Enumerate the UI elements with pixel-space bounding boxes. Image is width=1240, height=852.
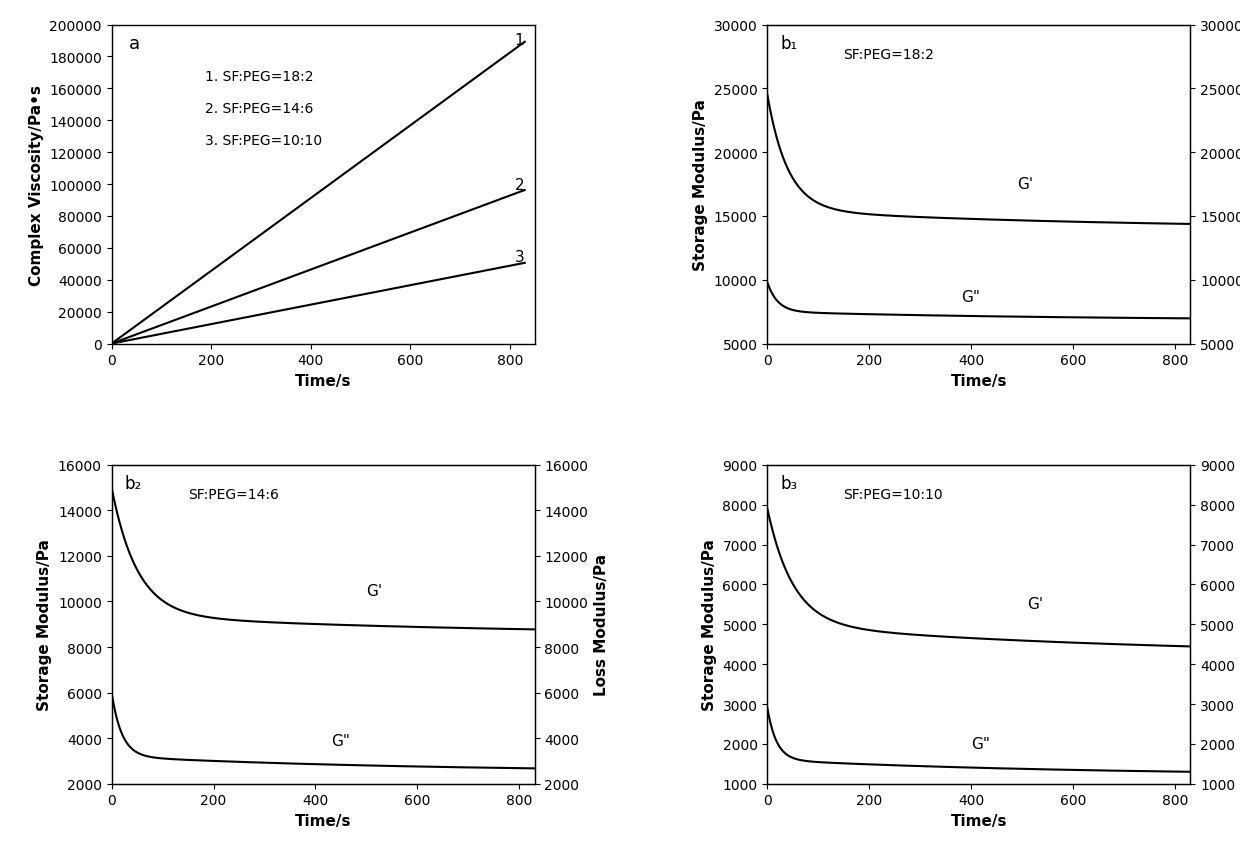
Text: 2. SF:PEG=14:6: 2. SF:PEG=14:6 bbox=[205, 102, 312, 116]
Text: G': G' bbox=[1017, 176, 1033, 192]
Text: 2: 2 bbox=[515, 178, 525, 193]
Text: b₂: b₂ bbox=[124, 475, 141, 492]
Y-axis label: Storage Modulus/Pa: Storage Modulus/Pa bbox=[37, 538, 52, 711]
Text: 1: 1 bbox=[515, 32, 525, 48]
Text: a: a bbox=[129, 35, 140, 53]
Text: G": G" bbox=[971, 736, 991, 751]
Text: G': G' bbox=[1027, 596, 1043, 612]
Text: SF:PEG=10:10: SF:PEG=10:10 bbox=[843, 487, 944, 502]
Text: G": G" bbox=[961, 291, 980, 305]
Text: b₁: b₁ bbox=[780, 35, 797, 53]
Text: G": G" bbox=[331, 734, 350, 748]
X-axis label: Time/s: Time/s bbox=[951, 813, 1007, 828]
Text: G': G' bbox=[367, 583, 383, 598]
Text: 1. SF:PEG=18:2: 1. SF:PEG=18:2 bbox=[205, 70, 314, 84]
X-axis label: Time/s: Time/s bbox=[295, 373, 351, 389]
X-axis label: Time/s: Time/s bbox=[951, 373, 1007, 389]
Text: 3: 3 bbox=[515, 250, 525, 265]
Text: SF:PEG=14:6: SF:PEG=14:6 bbox=[187, 487, 279, 502]
Y-axis label: Complex Viscosity/Pa•s: Complex Viscosity/Pa•s bbox=[29, 84, 43, 285]
Text: 3. SF:PEG=10:10: 3. SF:PEG=10:10 bbox=[205, 134, 322, 148]
X-axis label: Time/s: Time/s bbox=[295, 813, 351, 828]
Y-axis label: Loss Modulus/Pa: Loss Modulus/Pa bbox=[594, 554, 609, 695]
Y-axis label: Storage Modulus/Pa: Storage Modulus/Pa bbox=[693, 99, 708, 271]
Text: b₃: b₃ bbox=[780, 475, 797, 492]
Y-axis label: Storage Modulus/Pa: Storage Modulus/Pa bbox=[702, 538, 717, 711]
Text: SF:PEG=18:2: SF:PEG=18:2 bbox=[843, 48, 935, 62]
